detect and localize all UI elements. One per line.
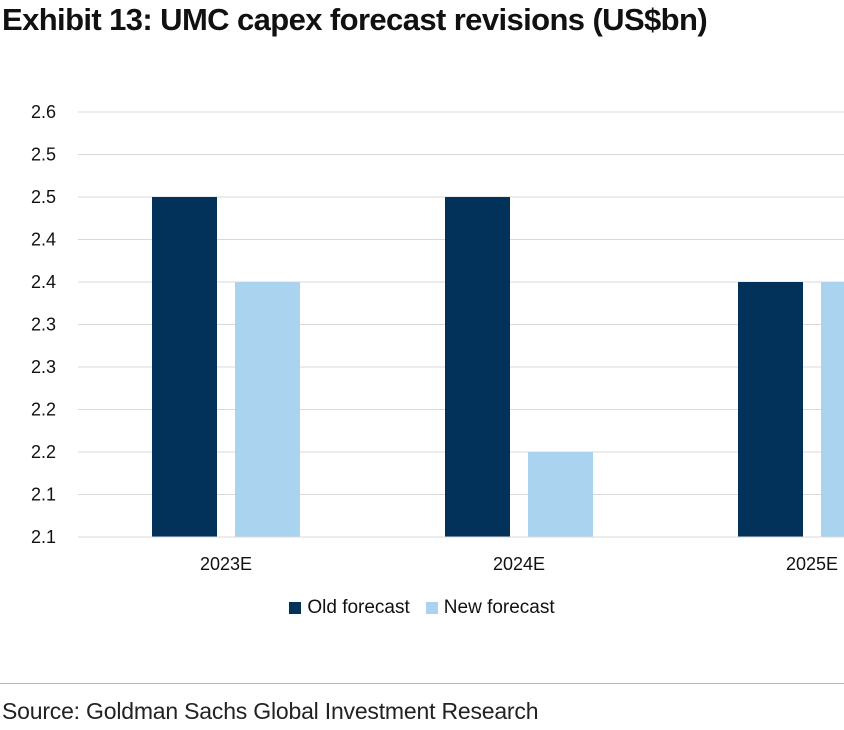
y-tick-label: 2.1 xyxy=(31,485,56,505)
bar-old-2025E xyxy=(738,282,803,537)
y-tick-label: 2.5 xyxy=(31,145,56,165)
y-tick-label: 2.1 xyxy=(31,527,56,547)
legend: Old forecast New forecast xyxy=(0,597,844,619)
y-tick-label: 2.4 xyxy=(31,230,56,250)
y-tick-label: 2.2 xyxy=(31,400,56,420)
legend-swatch-old xyxy=(289,602,302,614)
y-tick-label: 2.3 xyxy=(31,357,56,377)
x-tick-label: 2024E xyxy=(493,554,545,574)
bar-new-2023E xyxy=(235,282,300,537)
legend-item-old: Old forecast xyxy=(289,597,410,619)
y-tick-label: 2.3 xyxy=(31,315,56,335)
bar-old-2023E xyxy=(152,197,217,537)
chart-title: Exhibit 13: UMC capex forecast revisions… xyxy=(2,2,708,37)
y-tick-label: 2.6 xyxy=(31,102,56,122)
bar-new-2024E xyxy=(528,452,593,537)
y-tick-label: 2.2 xyxy=(31,442,56,462)
footer-divider xyxy=(0,683,844,684)
legend-swatch-new xyxy=(425,602,438,614)
bar-chart: 2.12.12.22.22.32.32.42.42.52.52.6 2023E 2… xyxy=(31,102,844,574)
bar-new-2025E xyxy=(821,282,844,537)
x-tick-label: 2025E xyxy=(786,554,838,574)
x-axis-tick-labels: 2023E 2024E 2025E xyxy=(200,554,838,574)
y-tick-label: 2.5 xyxy=(31,187,56,207)
bars xyxy=(78,197,844,538)
source-note: Source: Goldman Sachs Global Investment … xyxy=(2,698,539,724)
bar-old-2024E xyxy=(445,197,510,537)
y-tick-label: 2.4 xyxy=(31,272,56,292)
legend-item-new: New forecast xyxy=(425,597,555,619)
legend-label-new: New forecast xyxy=(443,597,555,618)
legend-label-old: Old forecast xyxy=(307,597,410,618)
x-tick-label: 2023E xyxy=(200,554,252,574)
y-axis-tick-labels: 2.1 2.1 2.2 2.2 2.3 2.3 2.4 2.4 2.5 2.5 2.6 xyxy=(31,102,56,547)
